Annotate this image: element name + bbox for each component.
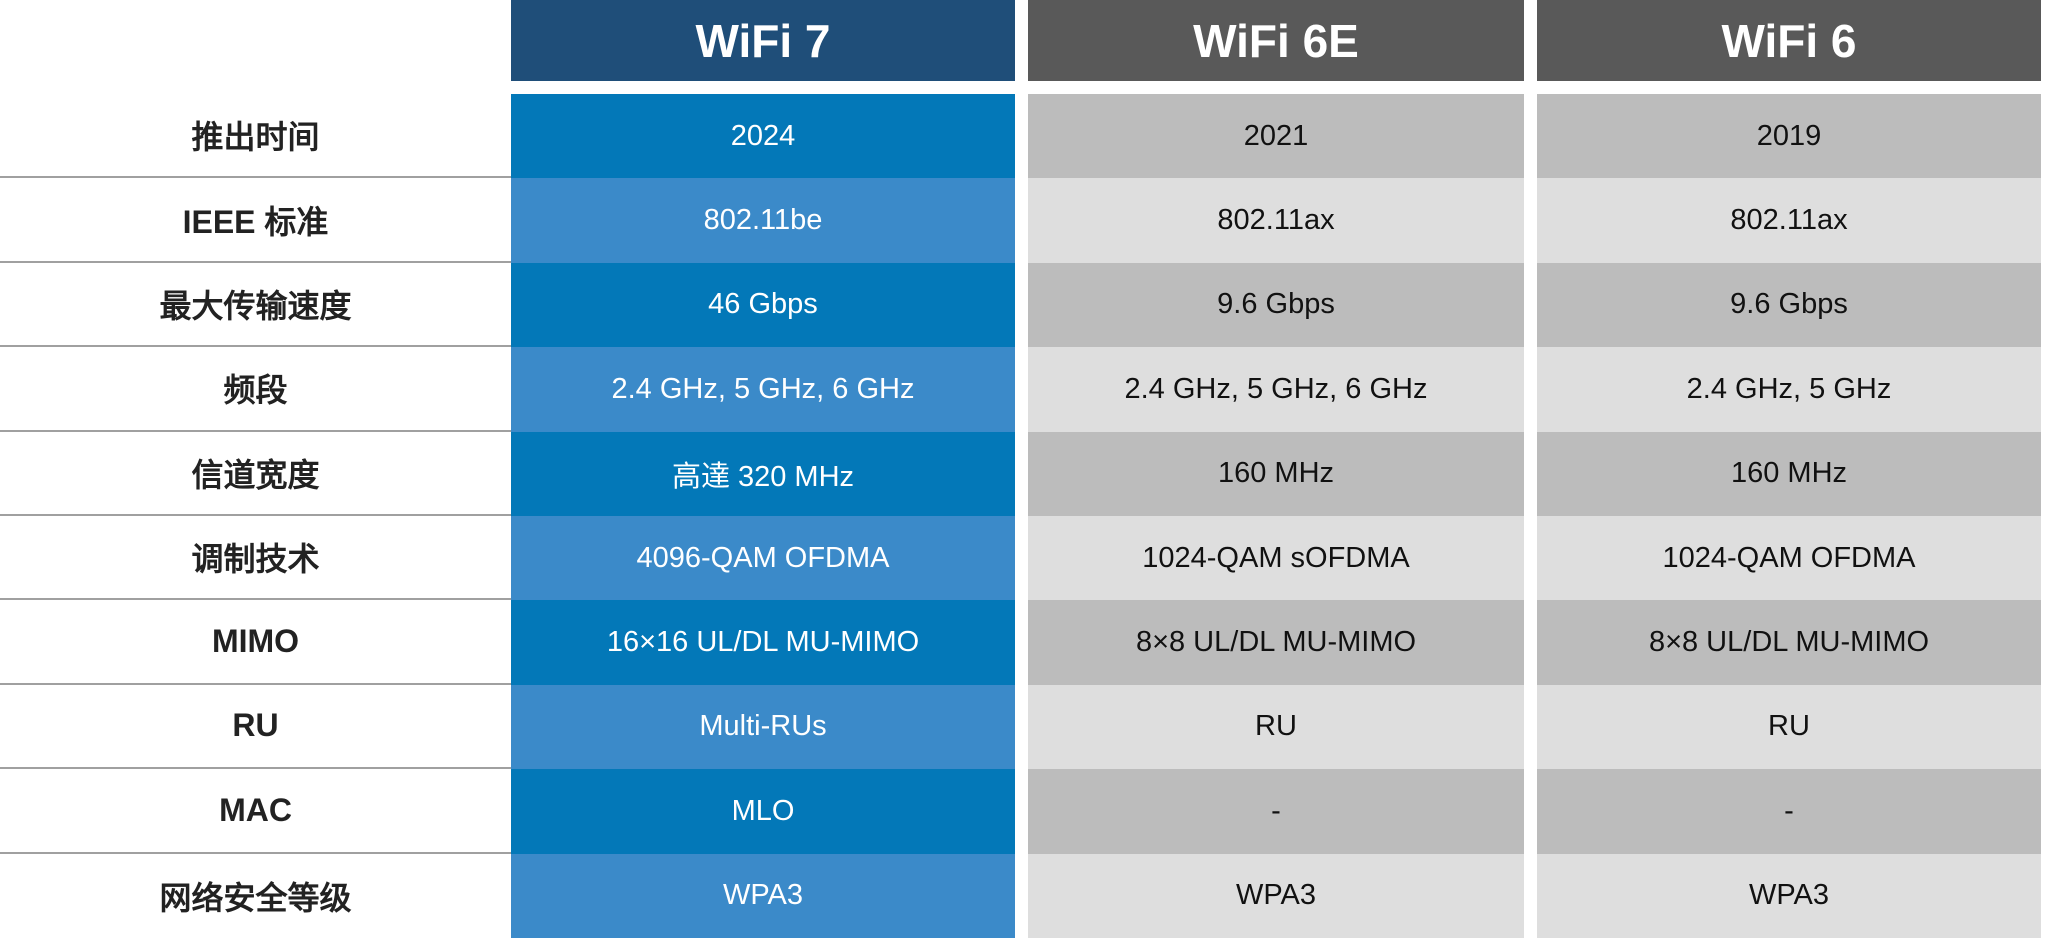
cell-wifi7: 2.4 GHz, 5 GHz, 6 GHz <box>511 347 1015 432</box>
row-label: 频段 <box>0 347 511 432</box>
header-wifi6e: WiFi 6E <box>1028 0 1524 81</box>
cell-wifi6e: - <box>1028 769 1524 854</box>
cell-wifi6: 802.11ax <box>1537 178 2041 263</box>
column-wifi7: 2024 802.11be 46 Gbps 2.4 GHz, 5 GHz, 6 GHz… <box>511 94 1015 938</box>
cell-wifi6e: 160 MHz <box>1028 431 1524 516</box>
header-wifi6: WiFi 6 <box>1537 0 2041 81</box>
column-wifi6: 2019 802.11ax 9.6 Gbps 2.4 GHz, 5 GHz 160 MH… <box>1537 94 2041 938</box>
cell-wifi6e: 2021 <box>1028 94 1524 179</box>
cell-wifi7: 802.11be <box>511 178 1015 263</box>
cell-wifi6: - <box>1537 769 2041 854</box>
row-label: 最大传输速度 <box>0 263 511 348</box>
row-label: 网络安全等级 <box>159 879 352 916</box>
cell-wifi7: 高達 320 MHz <box>511 431 1015 516</box>
row-label: 信道宽度 <box>0 432 511 516</box>
cell-wifi7: 4096-QAM OFDMA <box>511 515 1015 601</box>
cell-wifi6e: 802.11ax <box>1028 178 1524 263</box>
cell-wifi6e: 9.6 Gbps <box>1028 262 1524 348</box>
cell-wifi6: RU <box>1537 684 2041 770</box>
cell-wifi6: 1024-QAM OFDMA <box>1537 515 2041 601</box>
cell-wifi6e: RU <box>1028 684 1524 770</box>
cell-wifi7: 16×16 UL/DL MU-MIMO <box>511 600 1015 685</box>
cell-wifi6: 2019 <box>1537 94 2041 179</box>
row-label: 推出时间 <box>0 94 511 179</box>
row-label: MAC <box>0 769 511 854</box>
column-wifi6e: 2021 802.11ax 9.6 Gbps 2.4 GHz, 5 GHz, 6 GH… <box>1028 94 1524 938</box>
cell-wifi6e: 2.4 GHz, 5 GHz, 6 GHz <box>1028 347 1524 432</box>
row-label: MIMO <box>0 600 511 685</box>
row-label: 调制技术 <box>0 516 511 601</box>
cell-wifi6: WPA3 <box>1537 853 2041 938</box>
cell-wifi6e: WPA3 <box>1028 853 1524 938</box>
cell-wifi7: 2024 <box>511 94 1015 179</box>
row-label: RU <box>0 685 511 770</box>
cell-wifi6e: 1024-QAM sOFDMA <box>1028 515 1524 601</box>
row-labels: 推出时间 IEEE 标准 最大传输速度 频段 信道宽度 调制技术 MIMO RU MAC 网络安全… <box>0 94 511 938</box>
row-label: IEEE 标准 <box>0 178 511 263</box>
header-wifi7: WiFi 7 <box>511 0 1015 81</box>
cell-wifi6: 8×8 UL/DL MU-MIMO <box>1537 600 2041 685</box>
cell-wifi6: 2.4 GHz, 5 GHz <box>1537 347 2041 432</box>
cell-wifi7: MLO <box>511 769 1015 854</box>
cell-wifi6: 9.6 Gbps <box>1537 262 2041 348</box>
cell-wifi7: Multi-RUs <box>511 684 1015 770</box>
cell-wifi6: 160 MHz <box>1537 431 2041 516</box>
cell-wifi6e: 8×8 UL/DL MU-MIMO <box>1028 600 1524 685</box>
cell-wifi7: WPA3 <box>511 853 1015 938</box>
cell-wifi7: 46 Gbps <box>511 262 1015 348</box>
